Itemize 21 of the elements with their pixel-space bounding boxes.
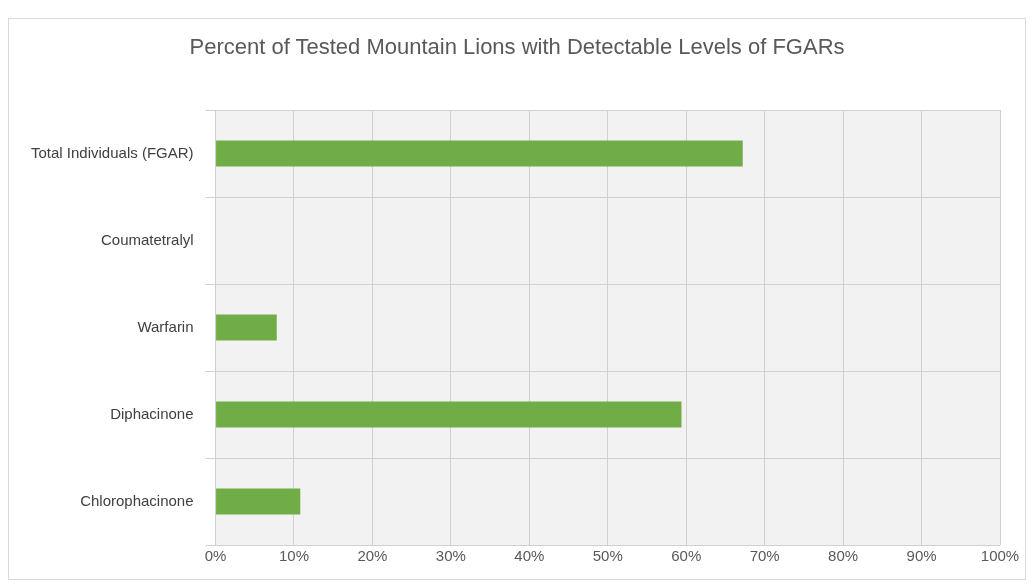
y-tick-label: Coumatetralyl [101, 230, 194, 248]
bar [216, 488, 301, 515]
x-tick-label: 100% [980, 547, 1020, 565]
x-tick-label: 40% [514, 547, 545, 565]
bar [216, 140, 743, 167]
x-tick-label: 20% [357, 547, 388, 565]
x-tick-label: 30% [435, 547, 466, 565]
bar [216, 314, 277, 341]
x-tick-label: 80% [828, 547, 859, 565]
x-tick-label: 50% [592, 547, 623, 565]
x-tick-label: 90% [906, 547, 937, 565]
y-tick-label: Chlorophacinone [80, 491, 194, 509]
x-tick-label: 10% [278, 547, 310, 565]
bar [216, 401, 682, 428]
chart-title: Percent of Tested Mountain Lions with Detectable Levels of FGARs [188, 33, 846, 61]
y-tick-label: Warfarin [137, 317, 194, 335]
y-tick-label: Diphacinone [110, 404, 194, 422]
x-tick-label: 60% [671, 547, 702, 565]
x-tick-label: 70% [749, 547, 780, 565]
y-tick-label: Total Individuals (FGAR) [30, 143, 194, 161]
x-tick-label: 0% [204, 547, 227, 565]
